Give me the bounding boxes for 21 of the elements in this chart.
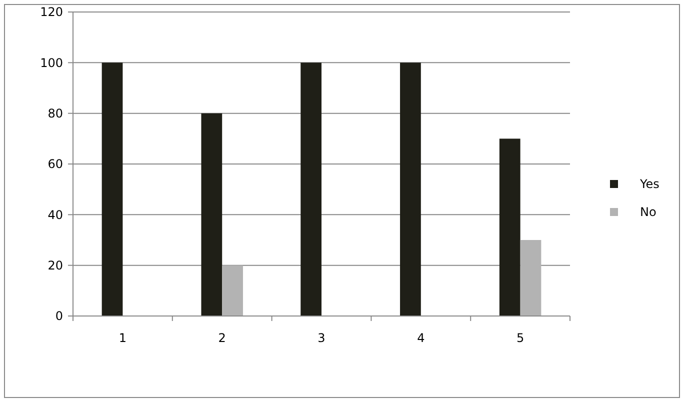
- y-tick-label: 20: [48, 258, 63, 273]
- bar: [222, 265, 243, 316]
- y-tick-label: 100: [40, 56, 63, 70]
- x-tick-label: 1: [118, 331, 127, 345]
- y-tick-label: 120: [40, 5, 63, 20]
- y-tick-label: 80: [48, 106, 63, 121]
- x-tick-label: 5: [516, 331, 524, 345]
- x-tick-label: 2: [218, 331, 226, 345]
- bar: [499, 138, 520, 316]
- bar: [300, 62, 322, 316]
- x-tick-label: 4: [417, 331, 425, 345]
- bar: [520, 240, 542, 316]
- y-tick-label: 60: [48, 157, 63, 172]
- legend-label: Yes: [639, 177, 660, 192]
- y-tick-label: 40: [48, 208, 63, 222]
- bar: [201, 113, 222, 316]
- bar: [400, 62, 421, 316]
- x-tick-label: 3: [318, 331, 326, 345]
- legend-label: No: [640, 205, 656, 220]
- bar: [102, 62, 123, 316]
- y-tick-label: 0: [55, 309, 63, 324]
